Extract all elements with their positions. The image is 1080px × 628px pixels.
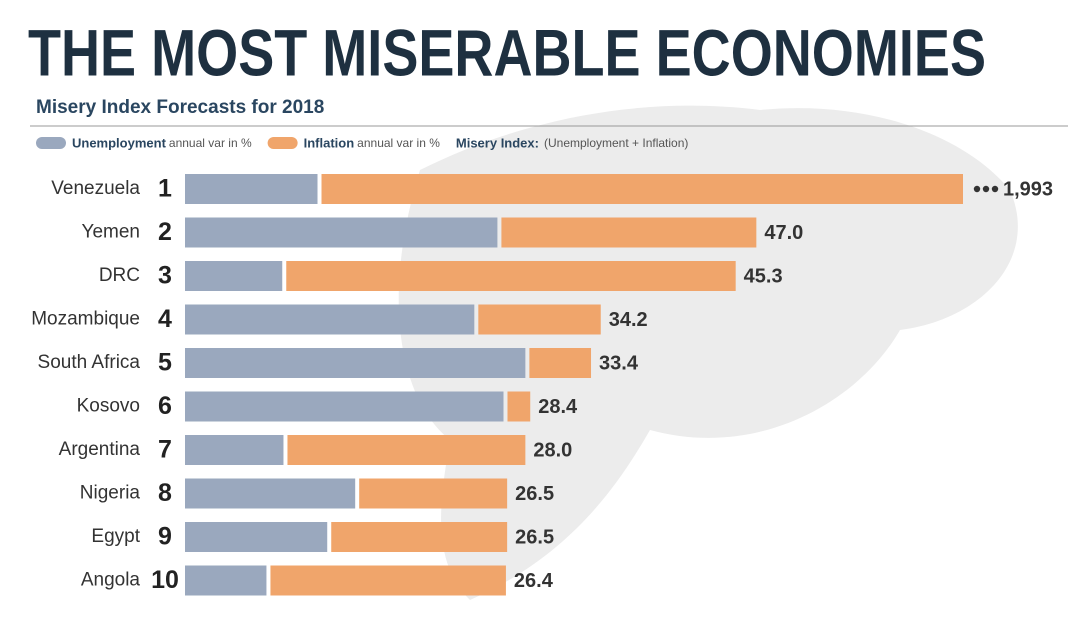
bar-segment [507,391,531,422]
category-label: Argentina [59,439,141,460]
legend-swatch [267,137,298,149]
rank-label: 3 [158,262,172,290]
bars [185,174,963,596]
category-label: Egypt [91,526,140,547]
bar-segment [321,174,963,204]
total-label: 26.5 [515,526,554,548]
legend-total-name: Misery Index: [456,135,539,150]
bar-segment [185,565,267,596]
bar-segment [185,435,284,465]
chart-subtitle: Misery Index Forecasts for 2018 [36,97,324,118]
category-label: Yemen [82,222,140,243]
axis-break-dot [973,185,981,193]
chart-title: THE MOST MISERABLE ECONOMIES [28,15,986,89]
total-label: 1,993 [1003,178,1053,200]
bar-segment [185,174,318,204]
total-label: 26.5 [515,483,554,505]
rank-label: 1 [158,175,172,203]
bar-segment [185,348,526,378]
category-label: DRC [99,265,140,286]
category-label: South Africa [38,352,141,373]
bar-segment [185,522,328,552]
rank-label: 6 [158,392,172,420]
rank-label: 10 [151,566,179,594]
bar-segment [529,348,592,378]
bar-segment [501,217,757,248]
total-label: 26.4 [514,570,554,592]
legend-note: annual var in % [169,136,252,150]
bar-segment [331,522,508,552]
bar-segment [185,391,504,422]
category-label: Kosovo [77,396,140,417]
total-label: 45.3 [744,265,783,287]
total-label: 28.0 [533,439,572,461]
axis-break-dot [982,185,990,193]
legend-note: annual var in % [357,136,440,150]
rank-label: 7 [158,436,172,464]
rank-label: 8 [158,479,172,507]
legend-swatch [36,137,66,149]
rank-label: 9 [158,523,172,551]
total-label: 34.2 [609,309,648,331]
bar-segment [287,435,526,465]
category-label: Venezuela [51,178,140,199]
bar-segment [286,261,736,291]
category-label: Mozambique [31,309,140,330]
axis-break-dot [991,185,999,193]
bar-segment [359,478,508,509]
bar-segment [185,304,475,335]
total-label: 33.4 [599,352,639,374]
total-label: 28.4 [538,396,578,418]
bar-segment [270,565,506,596]
bar-segment [185,217,498,248]
category-label: Angola [81,570,141,591]
bar-segment [185,261,283,291]
category-label: Nigeria [80,483,141,504]
bar-segment [478,304,601,335]
rank-label: 4 [158,305,172,333]
bar-segment [185,478,356,509]
rank-label: 2 [158,218,172,246]
total-label: 47.0 [764,222,803,244]
rank-label: 5 [158,349,172,377]
legend-total-note: (Unemployment + Inflation) [544,136,688,150]
legend-label: Unemployment [72,135,167,150]
legend-label: Inflation [304,135,355,150]
